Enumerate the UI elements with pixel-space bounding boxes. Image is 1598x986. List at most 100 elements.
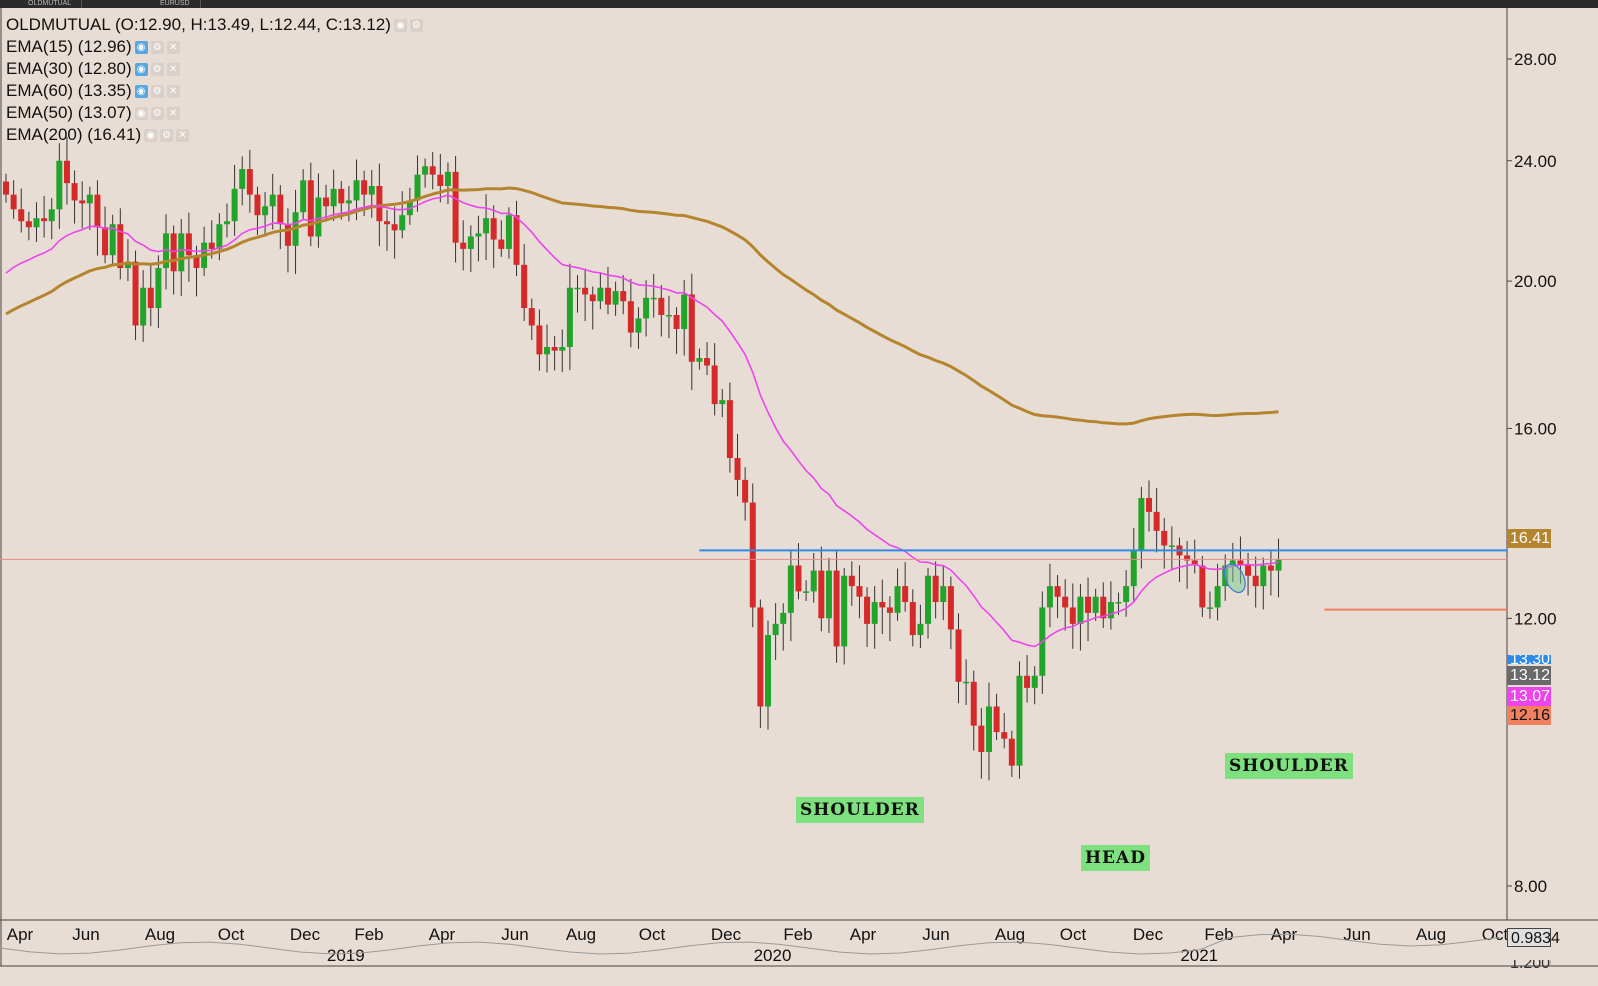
candle-down <box>254 194 261 216</box>
candle-up <box>399 215 406 231</box>
x-tick-label: Apr <box>429 925 456 944</box>
x-tick-label: Oct <box>639 925 666 944</box>
candle-down <box>437 174 444 186</box>
candle-down <box>551 347 558 351</box>
candle-down <box>864 596 871 624</box>
tab-oldmutual[interactable]: OLDMUTUAL <box>18 0 83 8</box>
legend-ema-label: EMA(50) (13.07) <box>6 103 132 122</box>
candle-up <box>315 197 322 237</box>
legend-ema-label: EMA(60) (13.35) <box>6 81 132 100</box>
eye-icon[interactable]: ◉ <box>144 128 158 142</box>
candle-up <box>1275 559 1282 571</box>
eye-icon[interactable]: ◉ <box>134 84 148 98</box>
candle-down <box>1191 560 1198 566</box>
candle-down <box>1024 675 1031 688</box>
candle-down <box>391 224 398 231</box>
candle-down <box>277 194 284 225</box>
candle-up <box>231 188 238 222</box>
y-tick-label: 8.00 <box>1514 877 1547 896</box>
x-tick-label: Dec <box>711 925 742 944</box>
candle-down <box>726 400 733 458</box>
candle-down <box>749 502 756 608</box>
candle-down <box>79 200 86 204</box>
candle-up <box>140 287 147 326</box>
y-tick-label: 12.00 <box>1514 609 1557 628</box>
candle-down <box>734 457 741 480</box>
candle-down <box>41 218 48 222</box>
x-tick-label: Apr <box>850 925 877 944</box>
close-icon[interactable]: ✕ <box>166 84 180 98</box>
candle-down <box>429 166 436 175</box>
candle-down <box>246 169 253 195</box>
price-tag-blue-level: 13.30 <box>1507 655 1551 664</box>
gear-icon[interactable]: ⚙ <box>409 18 423 32</box>
gear-icon[interactable]: ⚙ <box>150 106 164 120</box>
candle-down <box>307 180 314 237</box>
candle-down <box>323 197 330 207</box>
candle-down <box>1100 596 1107 619</box>
candle-up <box>635 318 642 333</box>
candle-up <box>1138 497 1145 551</box>
candle-up <box>1115 602 1122 604</box>
close-icon[interactable]: ✕ <box>166 40 180 54</box>
candle-down <box>1062 596 1069 608</box>
gear-icon[interactable]: ⚙ <box>150 40 164 54</box>
x-tick-label: Aug <box>1416 925 1446 944</box>
candle-up <box>772 623 779 636</box>
candle-up <box>483 218 490 234</box>
candle-up <box>1092 596 1099 613</box>
candle-up <box>422 166 429 175</box>
candle-down <box>460 242 467 249</box>
eye-icon[interactable]: ◉ <box>134 62 148 76</box>
candle-down <box>947 586 954 630</box>
eye-icon[interactable]: ◉ <box>134 40 148 54</box>
candle-down <box>1008 738 1015 766</box>
candle-up <box>1123 586 1130 603</box>
candle-up <box>300 180 307 213</box>
candle-up <box>269 194 276 207</box>
close-icon[interactable]: ✕ <box>176 128 190 142</box>
candle-up <box>650 297 657 300</box>
gear-icon[interactable]: ⚙ <box>150 84 164 98</box>
candle-up <box>124 261 131 269</box>
candle-down <box>498 239 505 249</box>
eye-icon[interactable]: ◉ <box>393 18 407 32</box>
candle-up <box>239 169 246 189</box>
ema50-line <box>5 194 1279 648</box>
candle-up <box>505 215 512 249</box>
candle-down <box>376 185 383 222</box>
year-label: 2021 <box>1180 946 1218 965</box>
gear-icon[interactable]: ⚙ <box>150 62 164 76</box>
price-tag-lower-axis: 1.2000 <box>1507 960 1551 968</box>
candle-down <box>993 706 1000 733</box>
candle-down <box>132 261 139 326</box>
candle-up <box>1016 675 1023 766</box>
eye-icon[interactable]: ◉ <box>134 106 148 120</box>
close-icon[interactable]: ✕ <box>166 62 180 76</box>
candle-up <box>985 706 992 753</box>
legend-ema-row: EMA(50) (13.07) ◉ ⚙ ✕ <box>6 102 423 124</box>
price-tag-last: 13.12 <box>1507 666 1551 685</box>
candle-up <box>1168 545 1175 547</box>
candle-down <box>1252 575 1259 587</box>
candle-down <box>117 224 124 269</box>
candle-up <box>917 623 924 636</box>
candle-down <box>589 294 596 302</box>
candle-down <box>955 629 962 682</box>
candle-down <box>932 575 939 603</box>
candle-up <box>414 174 421 201</box>
candle-down <box>902 586 909 603</box>
candle-down <box>658 297 665 315</box>
year-label: 2019 <box>327 946 365 965</box>
candle-down <box>25 221 32 228</box>
candle-up <box>33 218 40 228</box>
close-icon[interactable]: ✕ <box>166 106 180 120</box>
candle-down <box>18 209 25 222</box>
candle-up <box>178 233 185 272</box>
candle-up <box>810 570 817 592</box>
tab-eurusd[interactable]: EURUSD <box>150 0 201 8</box>
gear-icon[interactable]: ⚙ <box>160 128 174 142</box>
candle-up <box>155 268 162 309</box>
candle-up <box>559 347 566 351</box>
